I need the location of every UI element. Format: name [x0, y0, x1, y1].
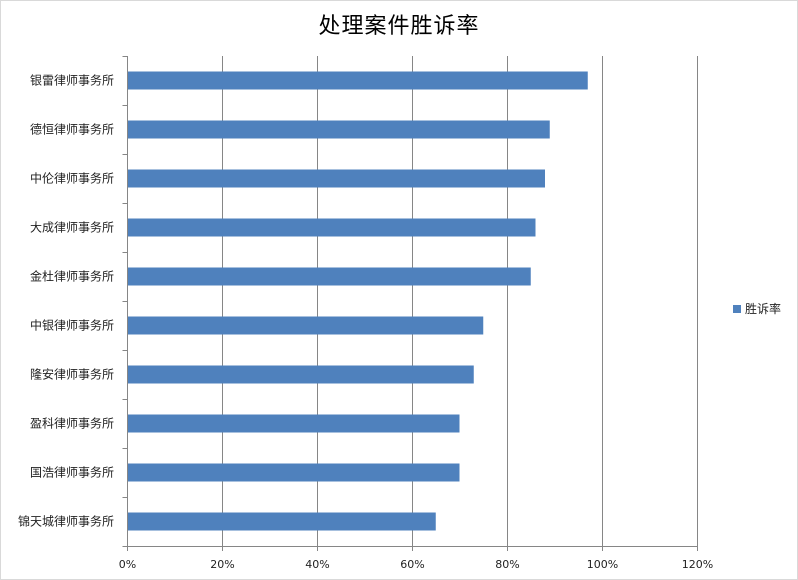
category-label: 隆安律师事务所 [30, 367, 114, 382]
category-label: 中银律师事务所 [30, 318, 114, 333]
category-label: 中伦律师事务所 [30, 171, 114, 186]
bar [128, 71, 588, 90]
legend-label: 胜诉率 [745, 301, 781, 316]
x-tick-label: 120% [682, 558, 713, 571]
category-label: 德恒律师事务所 [30, 122, 114, 137]
bar [128, 218, 536, 237]
category-label: 国浩律师事务所 [30, 465, 114, 480]
chart-title: 处理案件胜诉率 [318, 14, 480, 39]
category-label: 盈科律师事务所 [30, 416, 114, 431]
category-label: 银雷律师事务所 [30, 73, 114, 88]
bar [128, 169, 545, 188]
bar [128, 120, 550, 139]
bar [128, 365, 474, 384]
bar [128, 316, 484, 335]
x-tick-label: 80% [495, 558, 519, 571]
bar [128, 463, 460, 482]
legend-swatch [733, 305, 741, 313]
x-tick-label: 40% [305, 558, 329, 571]
x-tick-label: 20% [210, 558, 234, 571]
category-label: 锦天城律师事务所 [18, 514, 114, 529]
category-label: 金杜律师事务所 [30, 269, 114, 284]
bar [128, 512, 436, 531]
bar [128, 267, 531, 286]
x-tick-label: 0% [119, 558, 136, 571]
category-label: 大成律师事务所 [30, 220, 114, 235]
x-tick-label: 60% [400, 558, 424, 571]
bar [128, 414, 460, 433]
legend: 胜诉率 [733, 301, 781, 316]
x-tick-label: 100% [587, 558, 618, 571]
